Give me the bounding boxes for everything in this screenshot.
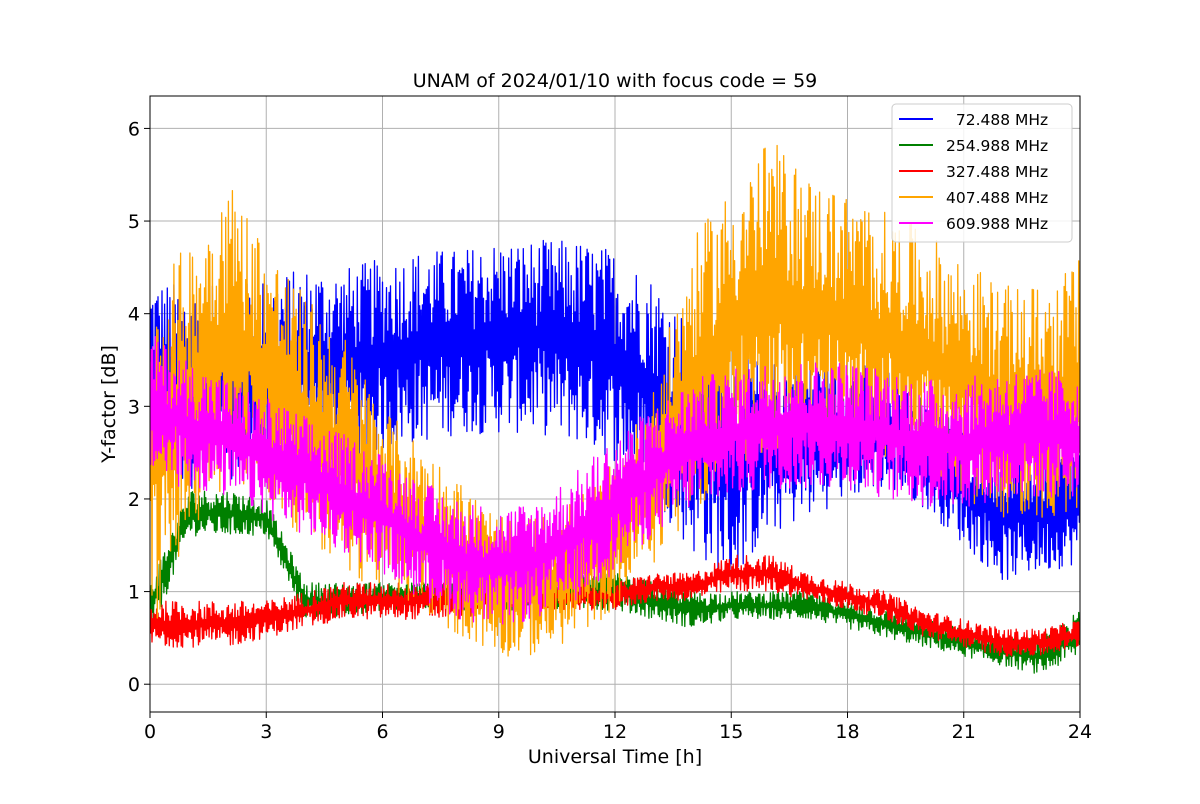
y-tick-label: 4	[128, 304, 140, 326]
legend-label-3: 407.488 MHz	[946, 189, 1048, 207]
legend-label-0: 72.488 MHz	[946, 111, 1048, 129]
series-layer	[150, 144, 1080, 674]
y-tick-label: 1	[128, 582, 140, 604]
legend-label-1: 254.988 MHz	[946, 137, 1048, 155]
legend-label-4: 609.988 MHz	[946, 215, 1048, 233]
y-tick-label: 3	[128, 396, 140, 418]
x-tick-label: 6	[376, 721, 388, 743]
y-tick-label: 0	[128, 674, 140, 696]
legend-label-2: 327.488 MHz	[946, 163, 1048, 181]
x-tick-label: 21	[952, 721, 976, 743]
legend-box	[891, 103, 1073, 243]
x-axis-label: Universal Time [h]	[528, 746, 702, 768]
y-tick-label: 6	[128, 118, 140, 140]
x-tick-label: 3	[260, 721, 272, 743]
x-tick-label: 9	[493, 721, 505, 743]
x-tick-label: 0	[144, 721, 156, 743]
y-tick-label: 5	[128, 211, 140, 233]
legend-entries: 72.488 MHz 254.988 MHz 327.488 MHz 407.488 …	[899, 111, 1048, 233]
series-line-3	[150, 144, 1080, 657]
x-tick-label: 24	[1068, 721, 1092, 743]
chart-title: UNAM of 2024/01/10 with focus code = 59	[413, 70, 818, 92]
x-tick-label: 12	[603, 721, 627, 743]
x-tick-label: 18	[835, 721, 859, 743]
legend: 72.488 MHz 254.988 MHz 327.488 MHz 407.488 …	[891, 103, 1073, 243]
x-tick-label: 15	[719, 721, 743, 743]
series-line-4	[150, 335, 1080, 625]
y-axis-label: Y-factor [dB]	[98, 345, 120, 464]
y-tick-label: 2	[128, 489, 140, 511]
